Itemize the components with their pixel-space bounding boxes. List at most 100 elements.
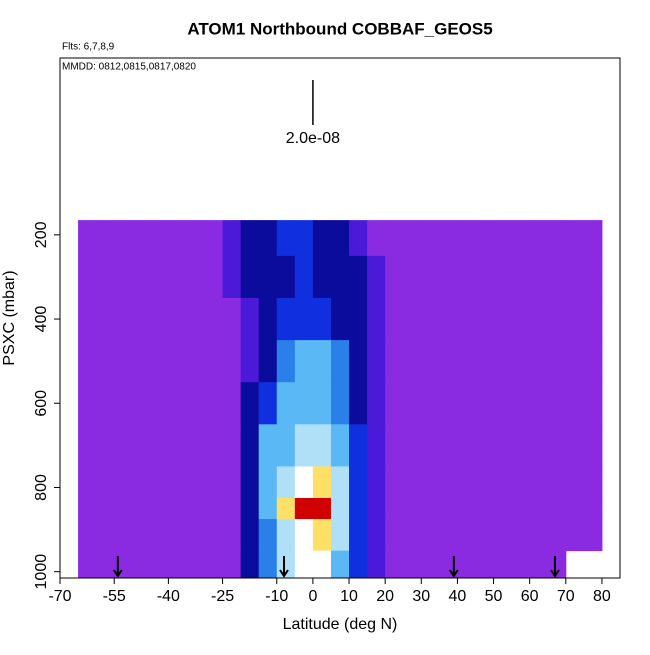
heat-cell	[222, 466, 242, 499]
heat-cell	[312, 382, 332, 425]
x-axis-label: Latitude (deg N)	[283, 616, 398, 633]
heat-cell	[258, 550, 278, 579]
heat-cell	[421, 340, 458, 383]
heat-cell	[168, 466, 206, 499]
heat-cell	[330, 340, 350, 383]
heat-cell	[349, 255, 368, 299]
heat-cell	[240, 298, 260, 341]
heat-cell	[132, 498, 169, 520]
heat-cell	[78, 498, 97, 520]
heat-cell	[78, 424, 97, 467]
heat-cell	[204, 550, 224, 579]
heat-cell	[132, 424, 169, 467]
heat-cell	[204, 466, 224, 499]
heat-cell	[349, 220, 368, 257]
heat-cell	[96, 220, 133, 257]
heat-cell	[349, 340, 368, 383]
x-tick-label: -10	[265, 588, 288, 605]
heat-cell	[258, 298, 278, 341]
heat-cell	[457, 466, 495, 499]
heat-cell	[294, 466, 314, 499]
heat-cell	[96, 340, 133, 383]
heat-cell	[421, 298, 458, 341]
heat-cell	[565, 298, 603, 341]
heat-cell	[222, 382, 242, 425]
x-tick-label: -55	[103, 588, 126, 605]
heat-cell	[529, 519, 567, 552]
heat-cell	[385, 298, 422, 341]
x-tick-label: -25	[211, 588, 234, 605]
heat-cell	[330, 519, 350, 552]
heat-cell	[204, 340, 224, 383]
heat-cell	[493, 519, 531, 552]
heat-cell	[421, 466, 458, 499]
heat-cell	[529, 550, 567, 579]
heat-cell	[565, 466, 603, 499]
heat-cell	[294, 255, 314, 299]
heat-cell	[240, 519, 260, 552]
heat-cell	[258, 340, 278, 383]
heat-cell	[493, 255, 531, 299]
heat-cell	[168, 298, 206, 341]
heat-cell	[421, 382, 458, 425]
heat-cell	[96, 298, 133, 341]
heat-cell	[96, 550, 133, 579]
heat-cell	[457, 298, 495, 341]
flight-arrow	[448, 556, 459, 578]
heat-cell	[330, 382, 350, 425]
heat-cell	[349, 519, 368, 552]
heat-cell	[493, 466, 531, 499]
heat-cell	[493, 298, 531, 341]
heat-cell	[312, 550, 332, 579]
heat-cell	[96, 498, 133, 520]
heat-cell	[565, 424, 603, 467]
heat-cell	[367, 519, 386, 552]
heat-cell	[276, 298, 296, 341]
heat-cell	[204, 220, 224, 257]
heat-cell	[222, 340, 242, 383]
heat-cell	[493, 340, 531, 383]
x-tick-label: 40	[449, 588, 467, 605]
x-tick-label: 70	[557, 588, 575, 605]
heat-cell	[330, 466, 350, 499]
heat-cell	[312, 466, 332, 499]
heat-cell	[367, 298, 386, 341]
x-tick-label: 10	[340, 588, 358, 605]
heat-cell	[385, 382, 422, 425]
heat-cell	[385, 255, 422, 299]
heat-cell	[565, 382, 603, 425]
heat-cell	[349, 298, 368, 341]
heat-cell	[330, 498, 350, 520]
y-tick-label: 1000	[33, 554, 50, 590]
heat-cell	[222, 550, 242, 579]
heat-cell	[294, 424, 314, 467]
x-tick-label: 60	[521, 588, 539, 605]
heat-cell	[168, 424, 206, 467]
heat-cell	[78, 298, 97, 341]
heat-cell	[330, 220, 350, 257]
heat-cell	[457, 340, 495, 383]
heat-cell	[132, 340, 169, 383]
x-tick-label: 30	[412, 588, 430, 605]
plot-frame	[59, 57, 621, 579]
heat-cell	[78, 382, 97, 425]
heat-cell	[312, 220, 332, 257]
heat-cell	[222, 519, 242, 552]
heat-cell	[330, 550, 350, 579]
heat-cell	[240, 498, 260, 520]
heat-cell	[385, 550, 422, 579]
x-tick-label: 0	[308, 588, 317, 605]
heat-cell	[276, 255, 296, 299]
heat-cell	[294, 550, 314, 579]
heat-cell	[457, 382, 495, 425]
heat-cell	[349, 498, 368, 520]
heat-cell	[385, 340, 422, 383]
heat-cell	[240, 382, 260, 425]
heat-cell	[421, 424, 458, 467]
heat-cell	[349, 466, 368, 499]
heat-cell	[96, 382, 133, 425]
heat-cell	[457, 550, 495, 579]
heat-cell	[240, 340, 260, 383]
heat-cell	[222, 255, 242, 299]
heat-cell	[204, 382, 224, 425]
